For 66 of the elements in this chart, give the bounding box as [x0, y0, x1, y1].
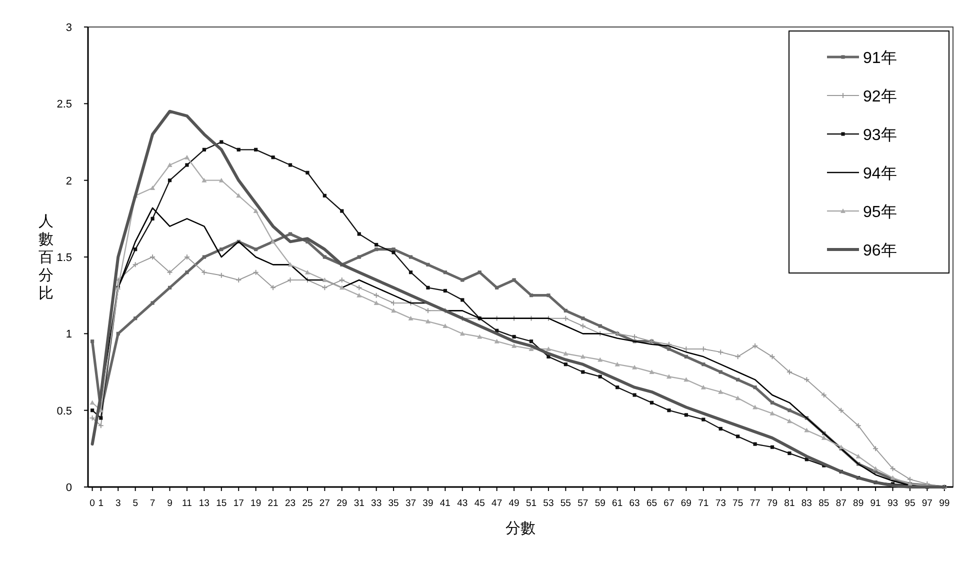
- x-tick-label: 31: [354, 498, 364, 509]
- x-tick-label: 45: [474, 498, 485, 509]
- x-tick-label: 73: [715, 498, 726, 509]
- x-tick-label: 97: [922, 498, 932, 509]
- x-tick-label: 43: [457, 498, 468, 509]
- x-tick-label: 17: [233, 498, 244, 509]
- legend-label: 93年: [863, 127, 897, 144]
- x-tick-label: 29: [336, 498, 348, 509]
- x-tick-label: 79: [766, 498, 778, 509]
- x-tick-label: 19: [250, 498, 262, 509]
- x-tick-label: 41: [440, 498, 450, 509]
- x-tick-label: 9: [167, 498, 172, 509]
- x-tick-label: 5: [132, 498, 138, 509]
- x-tick-label: 87: [836, 498, 846, 509]
- x-tick-label: 53: [543, 498, 554, 509]
- y-tick-label: 3: [66, 22, 72, 34]
- x-tick-label: 77: [750, 498, 760, 509]
- legend-label: 91年: [863, 50, 897, 67]
- x-tick-label: 25: [302, 498, 313, 509]
- x-tick-label: 85: [818, 498, 830, 509]
- x-tick-label: 23: [284, 498, 296, 509]
- x-tick-label: 83: [801, 498, 812, 509]
- x-tick-label: 47: [492, 498, 502, 509]
- x-tick-label: 33: [371, 498, 382, 509]
- x-tick-label: 27: [319, 498, 330, 509]
- legend-label: 92年: [863, 88, 897, 106]
- x-tick-label: 99: [939, 498, 950, 509]
- x-tick-label: 35: [388, 498, 399, 509]
- x-tick-label: 13: [198, 498, 210, 509]
- x-tick-label: 15: [216, 498, 227, 509]
- legend-label: 94年: [863, 166, 897, 182]
- x-tick-label: 7: [150, 498, 156, 509]
- y-tick-label: 1.5: [56, 252, 72, 264]
- x-tick-label: 1: [98, 498, 104, 509]
- x-tick-label: 55: [560, 498, 571, 509]
- x-tick-label: 59: [594, 498, 606, 509]
- x-tick-label: 49: [508, 498, 520, 509]
- x-tick-label: 0: [90, 498, 95, 509]
- x-tick-label: 11: [182, 498, 192, 509]
- x-tick-label: 75: [732, 498, 744, 509]
- y-tick-label: 0: [66, 482, 72, 494]
- x-tick-label: 65: [646, 498, 658, 509]
- x-tick-label: 89: [853, 498, 864, 509]
- x-tick-label: 67: [664, 498, 674, 509]
- y-tick-label: 1: [66, 328, 72, 341]
- x-tick-label: 39: [422, 498, 434, 509]
- x-tick-label: 61: [612, 498, 623, 509]
- y-tick-label: 2: [66, 175, 72, 188]
- x-tick-label: 3: [115, 498, 121, 509]
- y-axis-title: 人數百分比: [38, 213, 54, 302]
- x-tick-label: 91: [870, 498, 881, 509]
- x-tick-label: 63: [629, 498, 640, 509]
- x-tick-label: 21: [268, 498, 278, 509]
- x-tick-label: 37: [405, 498, 416, 509]
- x-tick-label: 51: [526, 498, 537, 509]
- y-tick-label: 2.5: [56, 98, 72, 111]
- y-tick-label: 0.5: [56, 405, 72, 418]
- x-tick-label: 93: [887, 498, 898, 509]
- x-tick-label: 69: [680, 498, 692, 509]
- x-tick-label: 57: [578, 498, 588, 509]
- legend-label: 95年: [863, 204, 897, 221]
- x-tick-label: 81: [784, 498, 795, 509]
- x-axis-title: 分數: [506, 520, 536, 537]
- x-tick-label: 95: [904, 498, 916, 509]
- legend-label: 96年: [863, 242, 897, 260]
- x-tick-label: 71: [698, 498, 709, 509]
